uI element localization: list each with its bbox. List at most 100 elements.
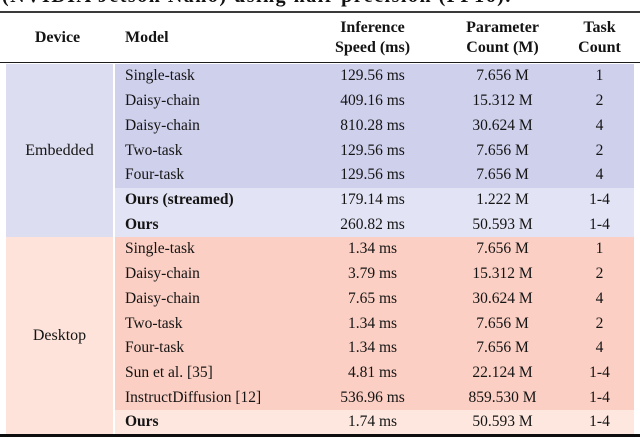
header-model-label: Model (125, 28, 169, 46)
cell-params: 7.656 M (476, 240, 529, 258)
table-header-row: Device Model Inference Speed (ms) Parame… (0, 13, 640, 62)
device-cell-embedded: Embedded (6, 64, 113, 237)
header-inference-speed: Inference Speed (ms) (305, 18, 440, 58)
cell-speed: 409.16 ms (340, 92, 405, 110)
cell-model: Daisy-chain (125, 265, 200, 283)
cell-speed: 3.79 ms (347, 265, 398, 283)
cell-speed: 4.81 ms (347, 363, 398, 381)
cell-speed: 1.34 ms (347, 314, 398, 332)
cell-model: Daisy-chain (125, 92, 200, 110)
cell-params: 7.656 M (476, 67, 529, 85)
cell-tasks: 2 (595, 265, 604, 283)
cell-model: Single-task (125, 240, 195, 258)
cell-speed: 179.14 ms (340, 190, 405, 208)
cell-speed: 260.82 ms (340, 215, 405, 233)
header-task-count: Task Count (565, 18, 634, 58)
cell-model: Four-task (125, 339, 185, 357)
cell-params: 30.624 M (472, 116, 533, 134)
cell-tasks: 1-4 (589, 363, 610, 381)
cell-tasks: 4 (595, 339, 604, 357)
cell-speed: 129.56 ms (340, 166, 405, 184)
table-row-embedded-single-task: Single-task 129.56 ms 7.656 M 1 (115, 64, 634, 89)
cell-tasks: 1 (595, 240, 604, 258)
caption-fragment-text: (NVIDIA Jetson Nano) using half-precisio… (2, 0, 640, 8)
cell-tasks: 4 (595, 116, 604, 134)
cell-tasks: 1-4 (589, 413, 610, 431)
header-speed-line2: Speed (ms) (334, 38, 411, 56)
table-row-embedded-ours-streamed: Ours (streamed) 179.14 ms 1.222 M 1-4 (115, 187, 634, 213)
cell-speed: 7.65 ms (347, 289, 398, 307)
table-row-desktop-instructdiffusion: InstructDiffusion [12] 536.96 ms 859.530… (115, 385, 634, 411)
cell-tasks: 1 (595, 67, 604, 85)
table-row-embedded-two-task: Two-task 129.56 ms 7.656 M 2 (115, 138, 634, 163)
device-label-embedded: Embedded (25, 141, 94, 159)
cell-params: 30.624 M (472, 289, 533, 307)
cell-model: Two-task (125, 314, 183, 332)
cell-speed: 129.56 ms (340, 67, 405, 85)
cell-tasks: 4 (595, 289, 604, 307)
table-caption-clipped: (NVIDIA Jetson Nano) using half-precisio… (0, 0, 640, 10)
header-param-line1: Parameter (466, 18, 539, 36)
table-bottom-rule (0, 434, 640, 437)
cell-params: 15.312 M (472, 265, 533, 283)
cell-tasks: 1-4 (589, 215, 610, 233)
header-param-line2: Count (M) (466, 38, 539, 56)
cell-tasks: 1-4 (589, 190, 610, 208)
table-row-desktop-sun-et-al: Sun et al. [35] 4.81 ms 22.124 M 1-4 (115, 360, 634, 386)
cell-tasks: 1-4 (589, 388, 610, 406)
cell-params: 859.530 M (468, 388, 537, 406)
cell-model: Four-task (125, 166, 185, 184)
cell-params: 50.593 M (472, 215, 533, 233)
table-row-desktop-single-task: Single-task 1.34 ms 7.656 M 1 (115, 237, 634, 262)
cell-model: Two-task (125, 141, 183, 159)
table-row-desktop-ours: Ours 1.74 ms 50.593 M 1-4 (115, 410, 634, 435)
cell-model: Ours (125, 413, 159, 431)
table-row-desktop-four-task: Four-task 1.34 ms 7.656 M 4 (115, 335, 634, 361)
cell-model: InstructDiffusion [12] (125, 388, 262, 406)
cell-model: Ours (125, 215, 159, 233)
cell-speed: 1.34 ms (347, 240, 398, 258)
cell-model: Daisy-chain (125, 116, 200, 134)
cell-tasks: 2 (595, 141, 604, 159)
table-row-desktop-daisy-chain-4: Daisy-chain 7.65 ms 30.624 M 4 (115, 286, 634, 312)
header-model: Model (115, 28, 305, 48)
cell-model: Ours (streamed) (125, 190, 234, 208)
header-device-label: Device (34, 28, 81, 46)
cell-params: 7.656 M (476, 141, 529, 159)
cell-speed: 1.34 ms (347, 339, 398, 357)
cell-speed: 129.56 ms (340, 141, 405, 159)
cell-params: 22.124 M (472, 363, 533, 381)
table-row-desktop-daisy-chain-2: Daisy-chain 3.79 ms 15.312 M 2 (115, 261, 634, 287)
cell-params: 7.656 M (476, 339, 529, 357)
cell-model: Daisy-chain (125, 289, 200, 307)
device-label-desktop: Desktop (32, 327, 87, 344)
table-row-embedded-daisy-chain-2: Daisy-chain 409.16 ms 15.312 M 2 (115, 88, 634, 114)
table-header-rule (0, 61, 640, 64)
header-parameter-count: Parameter Count (M) (440, 18, 565, 58)
table-row-embedded-four-task: Four-task 129.56 ms 7.656 M 4 (115, 162, 634, 188)
table-top-rule (0, 11, 640, 14)
header-device: Device (0, 28, 115, 48)
table-row-desktop-two-task: Two-task 1.34 ms 7.656 M 2 (115, 311, 634, 336)
cell-params: 1.222 M (476, 190, 529, 208)
header-speed-line1: Inference (340, 18, 405, 36)
cell-tasks: 2 (595, 92, 604, 110)
cell-tasks: 4 (595, 166, 604, 184)
cell-params: 7.656 M (476, 166, 529, 184)
cell-model: Single-task (125, 67, 195, 85)
cell-params: 7.656 M (476, 314, 529, 332)
cell-speed: 536.96 ms (340, 388, 405, 406)
header-task-line1: Task (583, 18, 616, 36)
cell-params: 15.312 M (472, 92, 533, 110)
cell-model: Sun et al. [35] (125, 363, 213, 381)
table-row-embedded-ours: Ours 260.82 ms 50.593 M 1-4 (115, 212, 634, 238)
table-row-embedded-daisy-chain-4: Daisy-chain 810.28 ms 30.624 M 4 (115, 113, 634, 139)
cell-speed: 1.74 ms (347, 413, 398, 431)
cell-tasks: 2 (595, 314, 604, 332)
table-body: Single-task 129.56 ms 7.656 M 1 Daisy-ch… (115, 64, 634, 435)
device-cell-desktop: Desktop (6, 237, 113, 435)
cell-params: 50.593 M (472, 413, 533, 431)
cell-speed: 810.28 ms (340, 116, 405, 134)
header-task-line2: Count (578, 38, 621, 56)
